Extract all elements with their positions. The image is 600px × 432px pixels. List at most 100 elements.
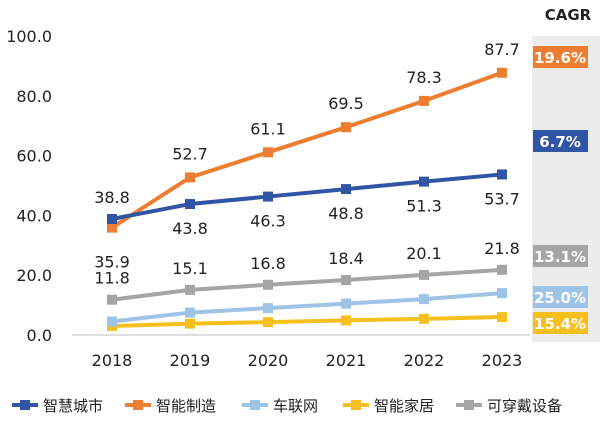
cagr-badge: 13.1%	[533, 245, 588, 267]
y-tick-label: 40.0	[16, 206, 52, 225]
cagr-value: 13.1%	[534, 248, 586, 266]
data-point	[341, 298, 351, 309]
cagr-value: 25.0%	[534, 289, 586, 307]
series-line	[111, 291, 503, 324]
y-tick-label: 80.0	[16, 87, 52, 106]
x-axis: 2018 2019 2020 2021 2022 2023	[92, 351, 523, 370]
data-point	[263, 147, 273, 158]
data-label: 69.5	[328, 94, 364, 113]
x-tick-label: 2021	[326, 351, 367, 370]
data-point	[107, 222, 117, 233]
cagr-header: CAGR	[545, 6, 592, 24]
series-line	[111, 172, 503, 221]
data-labels: 38.8 43.8 46.3 48.8 51.3 53.7 35.9 52.7 61.1 69.5…	[94, 40, 520, 288]
cagr-badge-bg	[533, 312, 588, 334]
legend-marker	[464, 400, 474, 410]
data-point	[341, 122, 351, 133]
legend-label: 智慧城市	[43, 397, 103, 415]
data-point	[497, 312, 507, 323]
legend-marker	[250, 400, 260, 410]
data-point	[185, 172, 195, 183]
data-point	[419, 176, 429, 187]
data-label: 18.4	[328, 249, 364, 268]
y-axis: 0.0 20.0 40.0 60.0 80.0 100.0	[6, 27, 52, 345]
data-label: 21.8	[484, 239, 520, 258]
series-0	[107, 169, 507, 224]
x-tick-label: 2019	[170, 351, 211, 370]
series-line	[111, 315, 503, 329]
data-label: 35.9	[94, 253, 130, 272]
series-line	[111, 267, 503, 302]
data-point	[263, 303, 273, 314]
cagr-badge-bg	[533, 46, 588, 68]
data-point	[185, 307, 195, 318]
x-tick-label: 2020	[248, 351, 289, 370]
x-tick-label: 2023	[482, 351, 523, 370]
data-label: 15.1	[172, 259, 208, 278]
cagr-badge-bg	[533, 130, 588, 152]
data-label: 43.8	[172, 219, 208, 238]
legend-item: 智慧城市	[12, 397, 103, 415]
data-point	[107, 294, 117, 305]
cagr-badge: 25.0%	[533, 286, 588, 308]
data-point	[341, 184, 351, 195]
cagr-badge-bg	[533, 245, 588, 267]
data-label: 16.8	[250, 254, 286, 273]
data-point	[341, 315, 351, 326]
y-tick-label: 60.0	[16, 147, 52, 166]
data-label: 78.3	[406, 68, 442, 87]
data-point	[419, 313, 429, 324]
legend-item: 智能制造	[125, 397, 216, 415]
cagr-badge: 6.7%	[533, 130, 588, 152]
data-label: 52.7	[172, 144, 208, 163]
legend-item: 智能家居	[343, 397, 434, 415]
data-label: 53.7	[484, 189, 520, 208]
data-point	[107, 213, 117, 224]
legend: 智慧城市 智能制造 车联网 智能家居 可穿戴设备	[12, 397, 562, 415]
data-point	[497, 67, 507, 78]
x-tick-label: 2018	[92, 351, 133, 370]
legend-label: 智能制造	[156, 397, 216, 415]
legend-item: 可穿戴设备	[456, 397, 562, 415]
cagr-value: 19.6%	[534, 49, 586, 67]
legend-item: 车联网	[242, 397, 318, 415]
series-layer	[107, 67, 507, 332]
data-point	[497, 264, 507, 275]
data-point	[107, 316, 117, 327]
data-label: 51.3	[406, 197, 442, 216]
series-1	[107, 67, 507, 233]
data-label: 48.8	[328, 204, 364, 223]
series-4	[107, 264, 507, 305]
legend-marker	[351, 400, 361, 410]
cagr-badge: 15.4%	[533, 312, 588, 334]
data-point	[419, 95, 429, 106]
data-point	[419, 269, 429, 280]
series-line	[110, 70, 503, 230]
cagr-badge: 19.6%	[533, 46, 588, 68]
data-point	[263, 317, 273, 328]
data-label: 61.1	[250, 119, 286, 138]
data-point	[185, 284, 195, 295]
legend-label: 可穿戴设备	[487, 397, 562, 415]
data-label: 38.8	[94, 188, 130, 207]
legend-label: 智能家居	[374, 397, 434, 415]
cagr-badges: 6.7% 19.6% 25.0% 15.4% 13.1%	[533, 46, 588, 334]
data-point	[185, 199, 195, 210]
cagr-value: 15.4%	[534, 315, 586, 333]
x-tick-label: 2022	[404, 351, 445, 370]
data-point	[497, 169, 507, 180]
data-point	[263, 279, 273, 290]
data-label: 87.7	[484, 40, 520, 59]
y-tick-label: 20.0	[16, 266, 52, 285]
cagr-value: 6.7%	[539, 133, 581, 151]
legend-label: 车联网	[273, 397, 318, 415]
data-point	[263, 191, 273, 202]
data-point	[497, 288, 507, 299]
legend-marker	[20, 400, 30, 410]
data-label: 11.8	[94, 269, 130, 288]
series-2	[107, 288, 507, 327]
data-point	[341, 274, 351, 285]
cagr-badge-bg	[533, 286, 588, 308]
